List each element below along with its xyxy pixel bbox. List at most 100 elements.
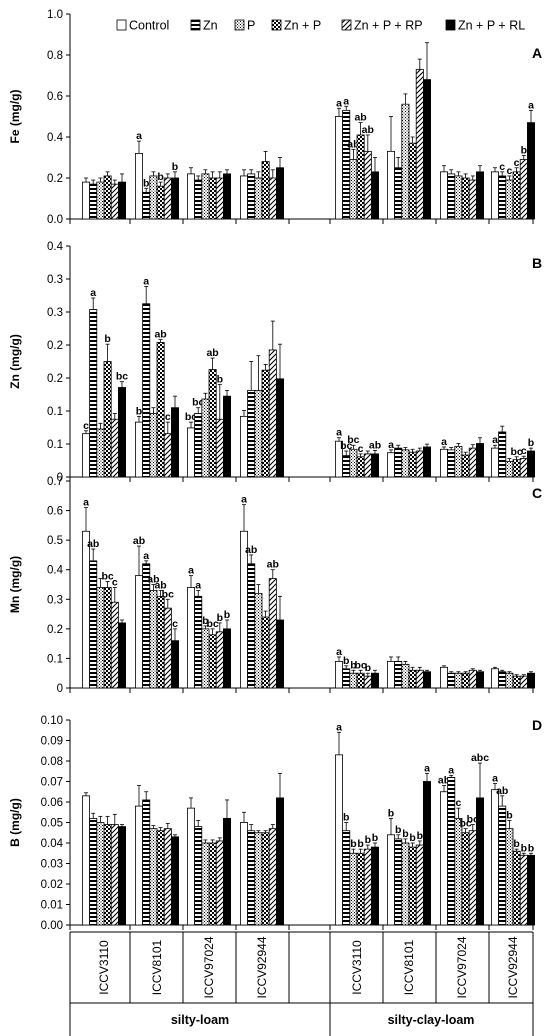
panel-letter: B xyxy=(532,255,542,271)
bar xyxy=(194,179,203,220)
y-tick-label: 0.07 xyxy=(41,777,63,789)
bar xyxy=(261,832,270,926)
bar xyxy=(275,797,284,926)
bar xyxy=(149,828,158,926)
significance-label: b xyxy=(202,615,208,627)
significance-label: abc xyxy=(471,752,489,764)
y-tick-label: 0.1 xyxy=(47,439,63,451)
bar xyxy=(142,303,151,478)
significance-label: a xyxy=(441,436,447,448)
bar xyxy=(519,675,528,689)
significance-label: a xyxy=(528,99,534,111)
bar xyxy=(156,595,165,689)
bar xyxy=(268,177,277,220)
significance-label: b xyxy=(343,812,349,824)
significance-label: b xyxy=(372,832,378,844)
y-tick-label: 0.3 xyxy=(47,594,63,606)
significance-label: ab xyxy=(347,138,359,150)
legend-label: Zn xyxy=(203,19,218,33)
significance-label: b xyxy=(217,374,223,386)
legend: Control Zn P Zn + P Zn + P + RP Zn + P + RL xyxy=(116,19,525,33)
significance-label: b xyxy=(343,655,349,667)
bar xyxy=(394,167,403,220)
significance-label: bc xyxy=(347,434,359,446)
bar xyxy=(194,826,203,926)
significance-label: a xyxy=(336,427,342,439)
y-tick-label: 0.3 xyxy=(47,307,63,319)
significance-label: a xyxy=(492,434,498,446)
panel-letter: A xyxy=(532,45,542,61)
bar xyxy=(110,824,119,926)
bar xyxy=(118,622,127,689)
significance-label: a xyxy=(241,494,247,506)
bar xyxy=(512,850,521,926)
bar xyxy=(461,454,470,478)
bar xyxy=(454,445,463,478)
bar xyxy=(505,828,514,926)
significance-label: c xyxy=(514,157,520,169)
significance-label: c xyxy=(521,445,527,457)
bar xyxy=(370,846,379,926)
bar xyxy=(201,398,210,478)
significance-label: bc xyxy=(116,371,128,383)
bar xyxy=(439,791,448,926)
y-tick-label: 0.3 xyxy=(47,274,63,286)
bar xyxy=(254,832,263,926)
bar xyxy=(439,448,448,478)
significance-label: ab xyxy=(206,347,218,359)
y-tick-label: 0.09 xyxy=(41,736,63,748)
bar xyxy=(82,795,91,926)
bar xyxy=(118,826,127,926)
bar xyxy=(415,450,424,478)
significance-label: b xyxy=(513,838,519,850)
significance-label: b xyxy=(528,437,534,449)
y-tick-label: 0.8 xyxy=(47,50,63,62)
bar xyxy=(498,431,507,478)
bar xyxy=(201,842,210,926)
bar xyxy=(215,418,224,478)
bar xyxy=(254,177,263,220)
bar xyxy=(498,175,507,220)
significance-label: ab xyxy=(354,112,366,124)
bar xyxy=(527,672,536,689)
bar xyxy=(247,389,256,478)
bar xyxy=(239,175,248,220)
significance-label: a xyxy=(336,646,342,658)
bar xyxy=(401,663,410,689)
bar xyxy=(110,601,119,689)
bar xyxy=(261,161,270,220)
significance-label: b xyxy=(506,809,512,821)
significance-label: a xyxy=(343,95,349,107)
genotype-label: ICCV92944 xyxy=(255,936,269,998)
y-tick-label: 0.4 xyxy=(47,565,64,577)
bar xyxy=(82,530,91,689)
legend-label: Zn + P + RP xyxy=(354,19,423,33)
bar xyxy=(215,631,224,689)
significance-label: ab xyxy=(369,439,381,451)
bar xyxy=(118,181,127,220)
significance-label: b xyxy=(521,842,527,854)
significance-label: ab xyxy=(147,574,159,586)
bar xyxy=(82,181,91,220)
bar xyxy=(110,183,119,220)
y-tick-label: 0.5 xyxy=(47,535,63,547)
bar xyxy=(96,181,105,220)
bar xyxy=(103,587,112,689)
bar xyxy=(475,671,484,689)
significance-label: a xyxy=(83,497,89,509)
bar xyxy=(447,672,456,689)
bar xyxy=(142,191,151,220)
y-tick-label: 0 xyxy=(57,683,63,695)
bar xyxy=(461,672,470,689)
bar xyxy=(194,413,203,478)
panel-letter: D xyxy=(532,717,542,733)
significance-label: b xyxy=(528,842,534,854)
legend-swatch xyxy=(341,19,352,31)
bar xyxy=(439,666,448,689)
y-tick-label: 0.06 xyxy=(41,797,63,809)
bar xyxy=(142,799,151,926)
bar xyxy=(512,675,521,689)
legend-label: Zn + P xyxy=(284,19,321,33)
bar xyxy=(356,134,365,220)
bar xyxy=(156,342,165,478)
